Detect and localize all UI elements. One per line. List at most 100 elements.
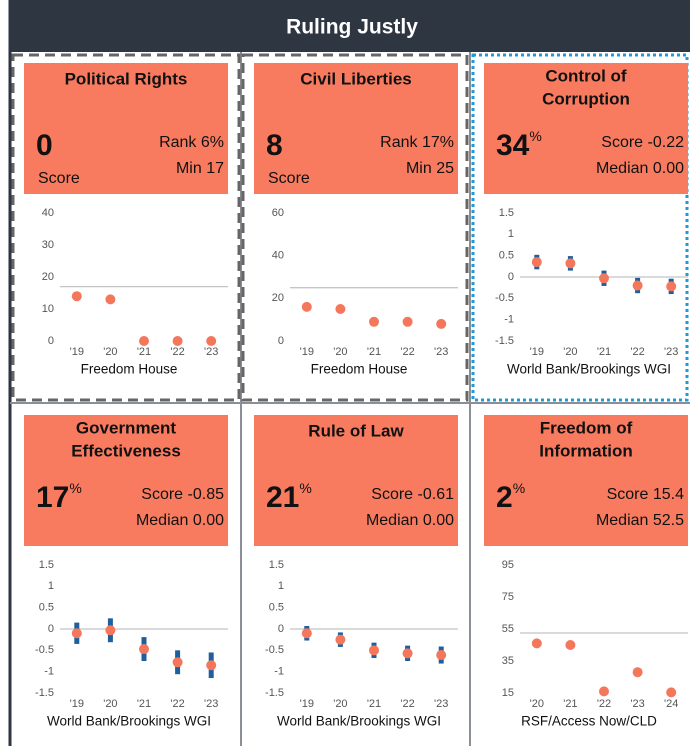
y-tick-label: 0 bbox=[278, 623, 284, 635]
panel-frame bbox=[241, 53, 469, 402]
big-value: 2% bbox=[496, 480, 525, 514]
point bbox=[139, 644, 149, 655]
source: Freedom House bbox=[81, 362, 178, 377]
panel-title: Political Rights bbox=[65, 69, 188, 88]
panel-title: Information bbox=[539, 441, 633, 460]
point bbox=[632, 280, 643, 291]
header-title: Ruling Justly bbox=[286, 16, 418, 39]
y-tick-label: -1 bbox=[504, 314, 514, 326]
stat: Min 25 bbox=[406, 160, 454, 177]
panel-title: Civil Liberties bbox=[300, 69, 411, 88]
panel-title: Freedom of bbox=[540, 418, 633, 437]
panel-title: Rule of Law bbox=[308, 421, 404, 440]
x-tick-label: '20 bbox=[333, 698, 347, 710]
panel-title: Corruption bbox=[542, 89, 630, 108]
x-tick-label: '21 bbox=[367, 698, 381, 710]
source: Freedom House bbox=[311, 362, 408, 377]
y-tick-label: 30 bbox=[42, 239, 54, 251]
y-tick-label: 1 bbox=[508, 228, 514, 240]
point bbox=[105, 294, 116, 305]
x-tick-label: '20 bbox=[103, 346, 117, 358]
stat: Score -0.22 bbox=[601, 134, 684, 151]
x-tick-label: '20 bbox=[103, 698, 117, 710]
x-tick-label: '20 bbox=[530, 698, 544, 710]
y-tick-label: -1.5 bbox=[495, 335, 514, 347]
big-value: 0 bbox=[36, 129, 53, 162]
y-tick-label: -1 bbox=[44, 666, 54, 678]
stat: Median 52.5 bbox=[596, 512, 684, 529]
big-value: 21% bbox=[266, 480, 312, 514]
x-tick-label: '19 bbox=[530, 346, 544, 358]
big-number: 2 bbox=[496, 481, 513, 514]
x-tick-label: '19 bbox=[300, 698, 314, 710]
x-tick-label: '23 bbox=[434, 698, 448, 710]
y-tick-label: 0.5 bbox=[39, 602, 54, 614]
y-tick-label: 75 bbox=[502, 591, 514, 603]
x-tick-label: '21 bbox=[137, 346, 151, 358]
source: World Bank/Brookings WGI bbox=[47, 714, 211, 729]
y-tick-label: -1.5 bbox=[35, 687, 54, 699]
y-tick-label: -1.5 bbox=[265, 687, 284, 699]
x-tick-label: '20 bbox=[333, 346, 347, 358]
x-tick-label: '22 bbox=[170, 346, 184, 358]
point bbox=[335, 634, 346, 645]
point bbox=[632, 667, 643, 678]
x-tick-label: '23 bbox=[434, 346, 448, 358]
y-tick-label: 0 bbox=[508, 271, 514, 283]
point bbox=[666, 687, 677, 698]
big-caption: Score bbox=[38, 170, 80, 187]
x-tick-label: '19 bbox=[300, 346, 314, 358]
point bbox=[206, 336, 217, 346]
score-box bbox=[484, 415, 688, 546]
x-tick-label: '19 bbox=[70, 698, 84, 710]
y-tick-label: 10 bbox=[42, 303, 54, 315]
point bbox=[402, 648, 413, 659]
stat: Rank 6% bbox=[159, 134, 224, 151]
x-tick-label: '23 bbox=[630, 698, 644, 710]
x-tick-label: '22 bbox=[170, 698, 184, 710]
big-suffix: % bbox=[529, 128, 541, 144]
panel-frame bbox=[471, 53, 689, 402]
panel-title: Government bbox=[76, 418, 176, 437]
x-tick-label: '21 bbox=[137, 698, 151, 710]
x-tick-label: '24 bbox=[664, 698, 678, 710]
panel-title: Effectiveness bbox=[71, 441, 181, 460]
big-suffix: % bbox=[513, 480, 525, 496]
y-tick-label: 55 bbox=[502, 623, 514, 635]
x-tick-label: '23 bbox=[664, 346, 678, 358]
y-tick-label: 20 bbox=[42, 271, 54, 283]
y-tick-label: 1.5 bbox=[499, 207, 514, 219]
panel-frame bbox=[11, 53, 241, 402]
x-tick-label: '22 bbox=[400, 346, 414, 358]
stat: Score -0.61 bbox=[371, 486, 454, 503]
y-tick-label: 0 bbox=[48, 623, 54, 635]
point bbox=[71, 291, 82, 302]
y-tick-label: 20 bbox=[272, 292, 284, 304]
y-tick-label: 40 bbox=[272, 250, 284, 262]
x-tick-label: '21 bbox=[563, 698, 577, 710]
y-tick-label: 1 bbox=[278, 580, 284, 592]
score-box bbox=[254, 415, 458, 546]
x-tick-label: '19 bbox=[70, 346, 84, 358]
x-tick-label: '23 bbox=[204, 698, 218, 710]
y-tick-label: 35 bbox=[502, 655, 514, 667]
source: World Bank/Brookings WGI bbox=[277, 714, 441, 729]
big-suffix: % bbox=[69, 480, 81, 496]
point bbox=[369, 316, 379, 327]
big-value: 8 bbox=[266, 129, 283, 162]
stat: Min 17 bbox=[176, 160, 224, 177]
stat: Rank 17% bbox=[380, 134, 454, 151]
y-tick-label: 0.5 bbox=[269, 602, 284, 614]
y-tick-label: 0.5 bbox=[499, 250, 514, 262]
point bbox=[565, 258, 576, 269]
big-number: 8 bbox=[266, 129, 283, 162]
stat: Score 15.4 bbox=[607, 486, 684, 503]
point bbox=[369, 645, 379, 656]
panel-title: Control of bbox=[545, 66, 627, 85]
point bbox=[402, 316, 413, 327]
x-tick-label: '21 bbox=[367, 346, 381, 358]
y-tick-label: 95 bbox=[502, 559, 514, 571]
y-tick-label: -0.5 bbox=[35, 644, 54, 656]
point bbox=[666, 281, 677, 292]
score-box bbox=[484, 63, 688, 194]
